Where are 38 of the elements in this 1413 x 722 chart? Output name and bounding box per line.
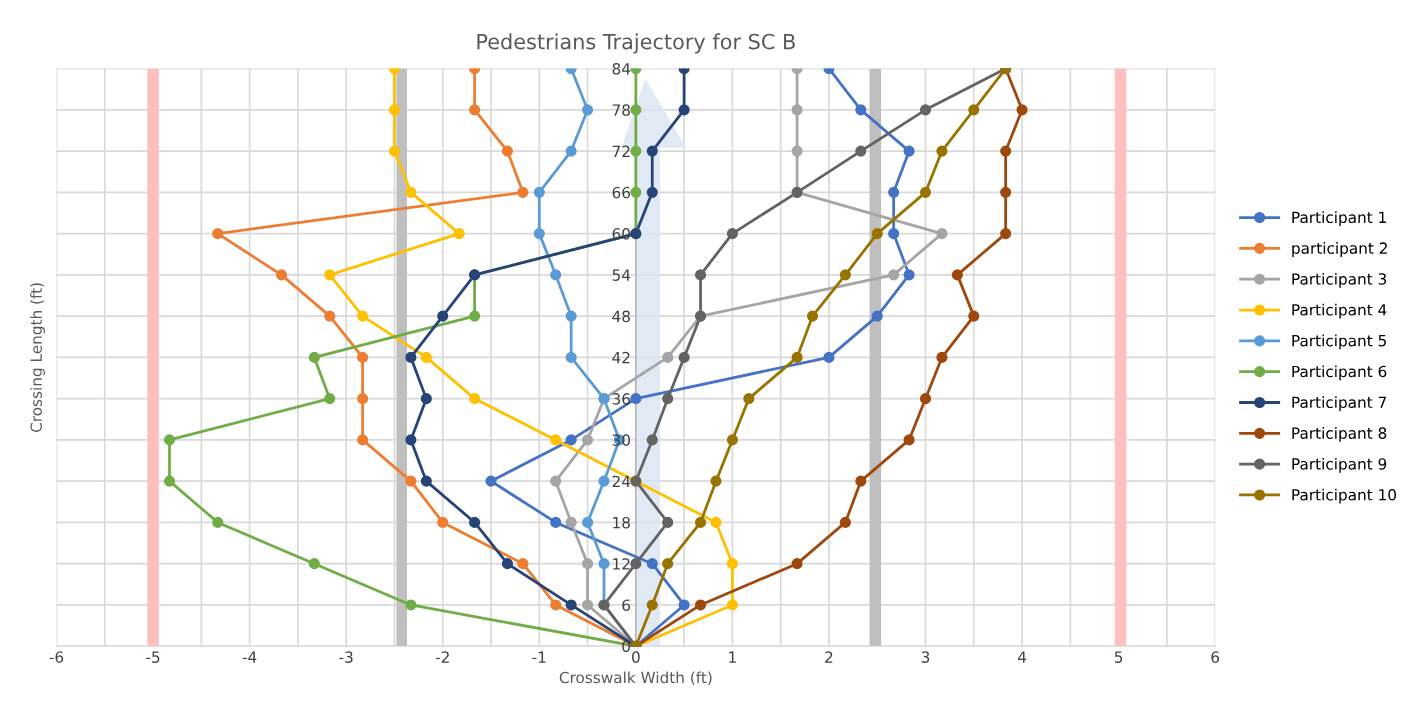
- legend-label: Participant 3: [1292, 272, 1387, 288]
- legend-label: Participant 7: [1292, 396, 1386, 412]
- x-tick-label: 2: [825, 651, 833, 663]
- legend-label: Participant 6: [1292, 365, 1387, 381]
- y-tick-label: 12: [613, 558, 630, 570]
- legend-label: Participant 5: [1292, 334, 1386, 350]
- y-axis-title: Crossing Length (ft): [30, 283, 45, 432]
- y-tick-label: 36: [612, 393, 631, 405]
- legend-label: Participant 4: [1292, 303, 1387, 319]
- y-tick-label: 6: [622, 599, 631, 611]
- x-tick-label: -5: [146, 651, 160, 663]
- x-tick-label: 4: [1017, 651, 1027, 663]
- x-tick-label: -4: [242, 651, 257, 663]
- x-tick-label: 3: [921, 651, 930, 663]
- legend-label: Participant 1: [1292, 211, 1386, 227]
- y-tick-label: 72: [612, 145, 630, 157]
- x-tick-label: 1: [729, 651, 736, 663]
- chart-title: Pedestrians Trajectory for SC B: [477, 33, 795, 54]
- y-tick-label: 48: [612, 310, 630, 323]
- x-axis-title: Crosswalk Width (ft): [559, 671, 712, 686]
- x-tick-label: -3: [339, 651, 353, 663]
- legend-label: Participant 8: [1292, 427, 1387, 442]
- y-tick-label: 84: [612, 63, 631, 75]
- x-tick-label: -6: [49, 651, 64, 663]
- y-tick-label: 54: [612, 269, 631, 281]
- y-tick-label: 24: [612, 475, 631, 487]
- x-tick-label: -2: [435, 651, 449, 663]
- x-tick-label: 6: [1211, 651, 1220, 663]
- x-tick-label: 0: [632, 651, 640, 663]
- legend-label: participant 2: [1292, 242, 1387, 257]
- x-tick-label: -1: [532, 651, 546, 663]
- y-tick-label: 66: [612, 186, 631, 199]
- legend-label: Participant 9: [1292, 457, 1387, 473]
- y-tick-label: 78: [612, 104, 630, 116]
- y-tick-label: 18: [613, 516, 630, 529]
- y-tick-label: 42: [612, 351, 630, 364]
- x-tick-label: 5: [1114, 651, 1123, 663]
- legend-label: Participant 10: [1292, 488, 1396, 504]
